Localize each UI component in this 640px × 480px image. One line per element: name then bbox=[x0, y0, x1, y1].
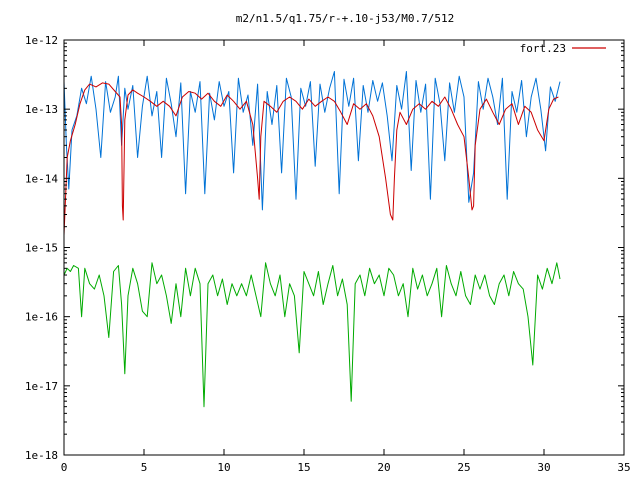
y-tick-label: 1e-16 bbox=[25, 311, 58, 324]
y-tick-label: 1e-17 bbox=[25, 380, 58, 393]
y-tick-label: 1e-15 bbox=[25, 242, 58, 255]
x-tick-label: 25 bbox=[457, 461, 470, 474]
legend: fort.23 bbox=[520, 42, 606, 55]
x-tick-label: 10 bbox=[217, 461, 230, 474]
x-tick-label: 20 bbox=[377, 461, 390, 474]
y-tick-label: 1e-12 bbox=[25, 34, 58, 47]
x-tick-label: 0 bbox=[61, 461, 68, 474]
x-tick-label: 15 bbox=[297, 461, 310, 474]
legend-label: fort.23 bbox=[520, 42, 566, 55]
y-tick-label: 1e-18 bbox=[25, 449, 58, 462]
y-tick-label: 1e-13 bbox=[25, 103, 58, 116]
series-layer bbox=[63, 71, 561, 408]
axis-layer: 0 5 10 15 20 25 30 35 1e-18 1e-17 1e-16 1e-15 1e-14 1… bbox=[25, 34, 631, 474]
series-line-0 bbox=[63, 82, 559, 236]
x-tick-label: 5 bbox=[141, 461, 148, 474]
chart-title: m2/n1.5/q1.75/r-+.10-j53/M0.7/512 bbox=[236, 12, 455, 25]
series-line-2 bbox=[63, 262, 561, 408]
x-tick-label: 30 bbox=[537, 461, 550, 474]
y-tick-label: 1e-14 bbox=[25, 172, 58, 185]
x-tick-label: 35 bbox=[617, 461, 630, 474]
